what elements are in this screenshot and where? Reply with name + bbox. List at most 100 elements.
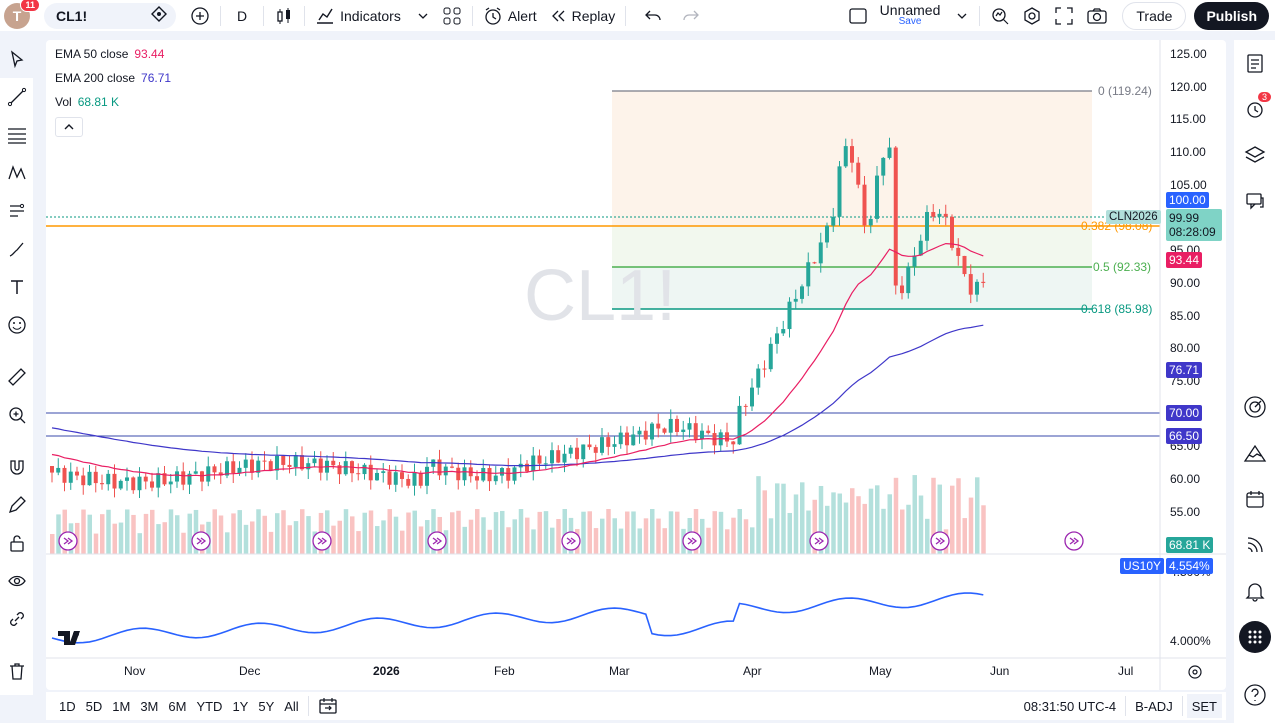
candle-body	[137, 476, 142, 491]
volume-bar	[418, 526, 424, 554]
range-button[interactable]: YTD	[196, 698, 223, 714]
volume-bar	[225, 532, 230, 554]
interval-button[interactable]: D	[237, 7, 248, 24]
time-axis-settings-icon[interactable]	[1187, 664, 1203, 683]
forecast-icon[interactable]	[0, 192, 33, 230]
cursor-icon[interactable]	[0, 40, 33, 78]
event-icon[interactable]	[809, 531, 829, 551]
timezone-clock[interactable]: 08:31:50 UTC-4	[1023, 698, 1117, 714]
legend-ema200[interactable]: EMA 200 close 76.71	[55, 71, 171, 85]
lock-icon[interactable]	[0, 524, 33, 562]
trash-icon[interactable]	[0, 652, 33, 690]
help-icon[interactable]	[1234, 672, 1275, 718]
volume-bar	[950, 485, 955, 554]
compare-symbol-icon[interactable]	[150, 5, 168, 26]
volume-bar	[181, 532, 186, 554]
ema50-legend-value: 93.44	[134, 47, 165, 61]
candle-body	[906, 266, 911, 294]
layout-checkbox-icon[interactable]	[842, 2, 874, 30]
templates-grid-icon[interactable]	[436, 2, 468, 30]
candle-body	[618, 432, 623, 445]
layout-name-button[interactable]: Unnamed Save	[874, 2, 976, 30]
publish-button[interactable]: Publish	[1194, 1, 1269, 30]
pattern-icon[interactable]	[0, 154, 33, 192]
user-avatar[interactable]: T 11	[4, 0, 40, 29]
range-button[interactable]: 5Y	[258, 698, 275, 714]
candle-body	[175, 471, 179, 482]
fullscreen-icon[interactable]	[1048, 2, 1080, 30]
broadcast-icon[interactable]	[1234, 522, 1275, 568]
legend-vol[interactable]: Vol 68.81 K	[55, 95, 119, 109]
candle-body	[375, 472, 379, 481]
alert-button[interactable]: Alert	[477, 2, 543, 30]
undo-icon[interactable]	[638, 2, 668, 30]
camera-snapshot-icon[interactable]	[1080, 2, 1114, 30]
range-button[interactable]: 1Y	[232, 698, 249, 714]
emoji-icon[interactable]	[0, 306, 33, 344]
chat-icon[interactable]	[1234, 178, 1275, 224]
fib-retracement-icon[interactable]	[0, 116, 33, 154]
range-button[interactable]: All	[284, 698, 299, 714]
vol-legend-label: Vol	[55, 95, 72, 109]
level-665-tag: 66.50	[1166, 428, 1203, 444]
range-button[interactable]: 3M	[140, 698, 159, 714]
event-icon[interactable]	[682, 531, 702, 551]
redo-icon[interactable]	[676, 2, 706, 30]
drawing-mode-icon[interactable]	[0, 486, 33, 524]
trend-line-icon[interactable]	[0, 78, 33, 116]
volume-tag: 68.81 K	[1166, 537, 1214, 553]
settings-gear-icon[interactable]	[1016, 2, 1048, 30]
candle-body	[837, 166, 842, 217]
fib-label-0: 0 (119.24)	[1098, 84, 1152, 98]
volume-bar	[931, 477, 936, 554]
eye-icon[interactable]	[0, 562, 33, 600]
chart-canvas[interactable]: CL1! 0 (119.24) 0.382 (98.08) 0.5 (92.33…	[46, 40, 1226, 690]
zoom-in-icon[interactable]	[0, 396, 33, 434]
add-symbol-icon[interactable]	[184, 2, 216, 30]
range-button[interactable]: 1M	[112, 698, 131, 714]
replay-button[interactable]: Replay	[543, 2, 622, 30]
event-icon[interactable]	[58, 531, 78, 551]
layers-icon[interactable]	[1234, 132, 1275, 178]
time-tick: 2026	[373, 664, 400, 678]
chart-area[interactable]: CL1! 0 (119.24) 0.382 (98.08) 0.5 (92.33…	[46, 40, 1226, 690]
volume-bar	[812, 499, 817, 554]
range-button[interactable]: 6M	[168, 698, 187, 714]
ruler-icon[interactable]	[0, 358, 33, 396]
session-toggle[interactable]: SET	[1186, 694, 1222, 718]
event-icon[interactable]	[312, 531, 332, 551]
spacer	[0, 344, 33, 358]
magnet-icon[interactable]	[0, 448, 33, 486]
candle-body	[687, 423, 692, 430]
range-button[interactable]: 1D	[59, 698, 76, 714]
back-adjust-toggle[interactable]: B-ADJ	[1135, 698, 1173, 714]
watchlist-icon[interactable]	[1234, 40, 1275, 86]
link-icon[interactable]	[0, 600, 33, 638]
volume-bar	[612, 518, 617, 554]
indicators-button[interactable]: Indicators	[309, 2, 436, 30]
alerts-icon[interactable]: 3	[1234, 86, 1275, 132]
range-button[interactable]: 5D	[85, 698, 103, 714]
candle-body	[293, 455, 298, 467]
legend-ema50[interactable]: EMA 50 close 93.44	[55, 47, 164, 61]
event-icon[interactable]	[930, 531, 950, 551]
chart-type-candles-icon[interactable]	[268, 2, 300, 30]
quick-search-icon[interactable]	[984, 2, 1016, 30]
brush-icon[interactable]	[0, 230, 33, 268]
candle-body	[450, 466, 454, 468]
bell-icon[interactable]	[1234, 568, 1275, 614]
trade-button[interactable]: Trade	[1122, 1, 1187, 30]
text-tool-icon[interactable]	[0, 268, 33, 306]
events-row[interactable]	[58, 531, 1084, 551]
collapse-legend-button[interactable]	[55, 117, 83, 137]
symbol-search[interactable]: CL1!	[44, 2, 176, 29]
mountain-icon[interactable]	[1234, 430, 1275, 476]
date-range-calendar-icon[interactable]	[313, 694, 343, 718]
apps-grid-icon[interactable]	[1234, 614, 1275, 660]
target-icon[interactable]	[1234, 384, 1275, 430]
event-icon[interactable]	[1064, 531, 1084, 551]
calendar-icon[interactable]	[1234, 476, 1275, 522]
event-icon[interactable]	[427, 531, 447, 551]
event-icon[interactable]	[191, 531, 211, 551]
event-icon[interactable]	[561, 531, 581, 551]
